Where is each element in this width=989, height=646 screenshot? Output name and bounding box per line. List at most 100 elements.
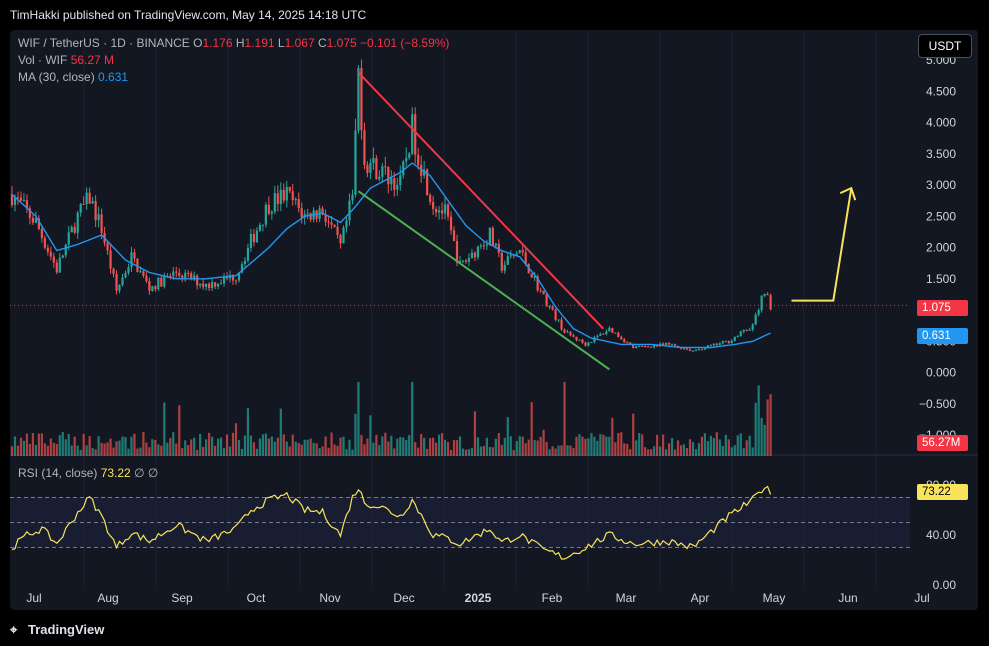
candle-body	[333, 224, 336, 227]
volume-bar	[745, 440, 748, 456]
volume-bar	[28, 444, 32, 456]
candle-body	[154, 286, 157, 290]
volume-bar	[670, 438, 674, 456]
candle-body	[661, 343, 665, 345]
volume-bar	[608, 436, 611, 456]
tradingview-logo-icon: ⌖	[10, 622, 18, 637]
candle-body	[638, 345, 641, 347]
volume-bar	[100, 442, 103, 456]
currency-button[interactable]: USDT	[918, 34, 972, 58]
candle-body	[258, 225, 261, 231]
candle-body	[327, 221, 330, 223]
volume-bar	[461, 448, 465, 456]
volume-bar	[426, 448, 429, 456]
rsi-settings-icons[interactable]: ∅ ∅	[134, 466, 159, 480]
volume-bar	[769, 394, 772, 456]
candle-body	[294, 199, 297, 201]
volume-bar	[629, 449, 632, 456]
ma-price-tag: 0.631	[917, 328, 968, 344]
time-axis-tick: Aug	[97, 591, 118, 605]
volume-bar	[369, 415, 372, 456]
volume-bar	[178, 405, 181, 456]
candle-body	[136, 258, 139, 272]
volume-bar	[55, 444, 58, 456]
low-value: 1.067	[284, 36, 315, 50]
volume-bar	[650, 449, 653, 456]
volume-bar	[632, 413, 635, 456]
candle-body	[124, 273, 127, 278]
candle-body	[249, 233, 253, 248]
volume-bar	[664, 449, 668, 456]
volume-bar	[539, 436, 542, 456]
volume-bar	[363, 444, 366, 456]
volume-bar	[169, 438, 172, 456]
candle-body	[446, 204, 450, 217]
chart-area[interactable]: 5.000 4.500 4.000 3.500 3.000 2.500 2.000 1.500…	[10, 30, 978, 610]
rsi-label: RSI (14, close)	[18, 466, 98, 480]
volume-bar	[623, 443, 626, 456]
volume-bar	[339, 437, 342, 456]
volume-bar	[667, 443, 671, 456]
volume-bar	[306, 439, 309, 456]
volume-bar	[479, 446, 483, 456]
volume-bar	[584, 438, 587, 456]
volume-bar	[614, 442, 617, 456]
candle-body	[440, 210, 444, 214]
candle-body	[34, 218, 37, 223]
candle-body	[488, 227, 491, 245]
candle-body	[641, 345, 644, 347]
volume-bar	[267, 438, 270, 456]
price-axis-tick: 2.500	[926, 209, 956, 223]
volume-bar	[446, 442, 450, 456]
candle-body	[656, 345, 659, 347]
candle-body	[25, 200, 29, 209]
price-axis-tick: 2.000	[926, 241, 956, 255]
upper-trendline	[357, 71, 605, 330]
volume-bar	[285, 441, 288, 456]
volume-bar	[243, 435, 247, 456]
candle-body	[324, 214, 327, 222]
candle-body	[142, 271, 145, 276]
candle-body	[267, 204, 270, 214]
candle-body	[163, 276, 166, 287]
candle-body	[670, 344, 674, 346]
price-axis-tick: −0.500	[919, 397, 956, 411]
volume-bar	[718, 439, 721, 456]
volume-bar	[330, 432, 333, 456]
candle-body	[19, 197, 23, 201]
volume-bar	[548, 449, 551, 456]
volume-bar	[393, 448, 396, 456]
tradingview-logo[interactable]: ⌖ TradingView	[10, 622, 104, 638]
volume-bar	[423, 437, 426, 456]
candle-body	[739, 331, 742, 336]
volume-bar	[527, 439, 530, 456]
candle-body	[190, 273, 193, 280]
volume-bar	[372, 442, 375, 456]
chart-svg[interactable]: 5.0004.5004.0003.5003.0002.5002.0001.500…	[10, 30, 978, 610]
volume-bar	[449, 449, 453, 456]
volume-bar	[396, 438, 399, 456]
price-axis-tick: 3.500	[926, 147, 956, 161]
volume-bar	[261, 434, 264, 456]
candle-body	[184, 272, 187, 279]
volume-bar	[596, 440, 599, 456]
candle-body	[766, 293, 769, 296]
volume-bar	[109, 438, 112, 456]
volume-bar	[318, 448, 321, 456]
candle-body	[718, 343, 721, 345]
candle-body	[644, 345, 647, 347]
volume-bar	[282, 434, 285, 456]
volume-bar	[682, 444, 686, 456]
price-axis-tick: 4.500	[926, 84, 956, 98]
candle-body	[64, 244, 67, 256]
volume-bar	[94, 449, 97, 456]
volume-bar	[470, 447, 474, 456]
candle-body	[276, 193, 279, 205]
volume-bar	[569, 445, 572, 456]
candle-body	[599, 333, 602, 336]
brand-name: TradingView	[28, 622, 105, 637]
volume-bar	[184, 440, 187, 456]
volume-bar	[297, 443, 300, 456]
candle-body	[724, 340, 727, 342]
candle-body	[491, 227, 494, 246]
